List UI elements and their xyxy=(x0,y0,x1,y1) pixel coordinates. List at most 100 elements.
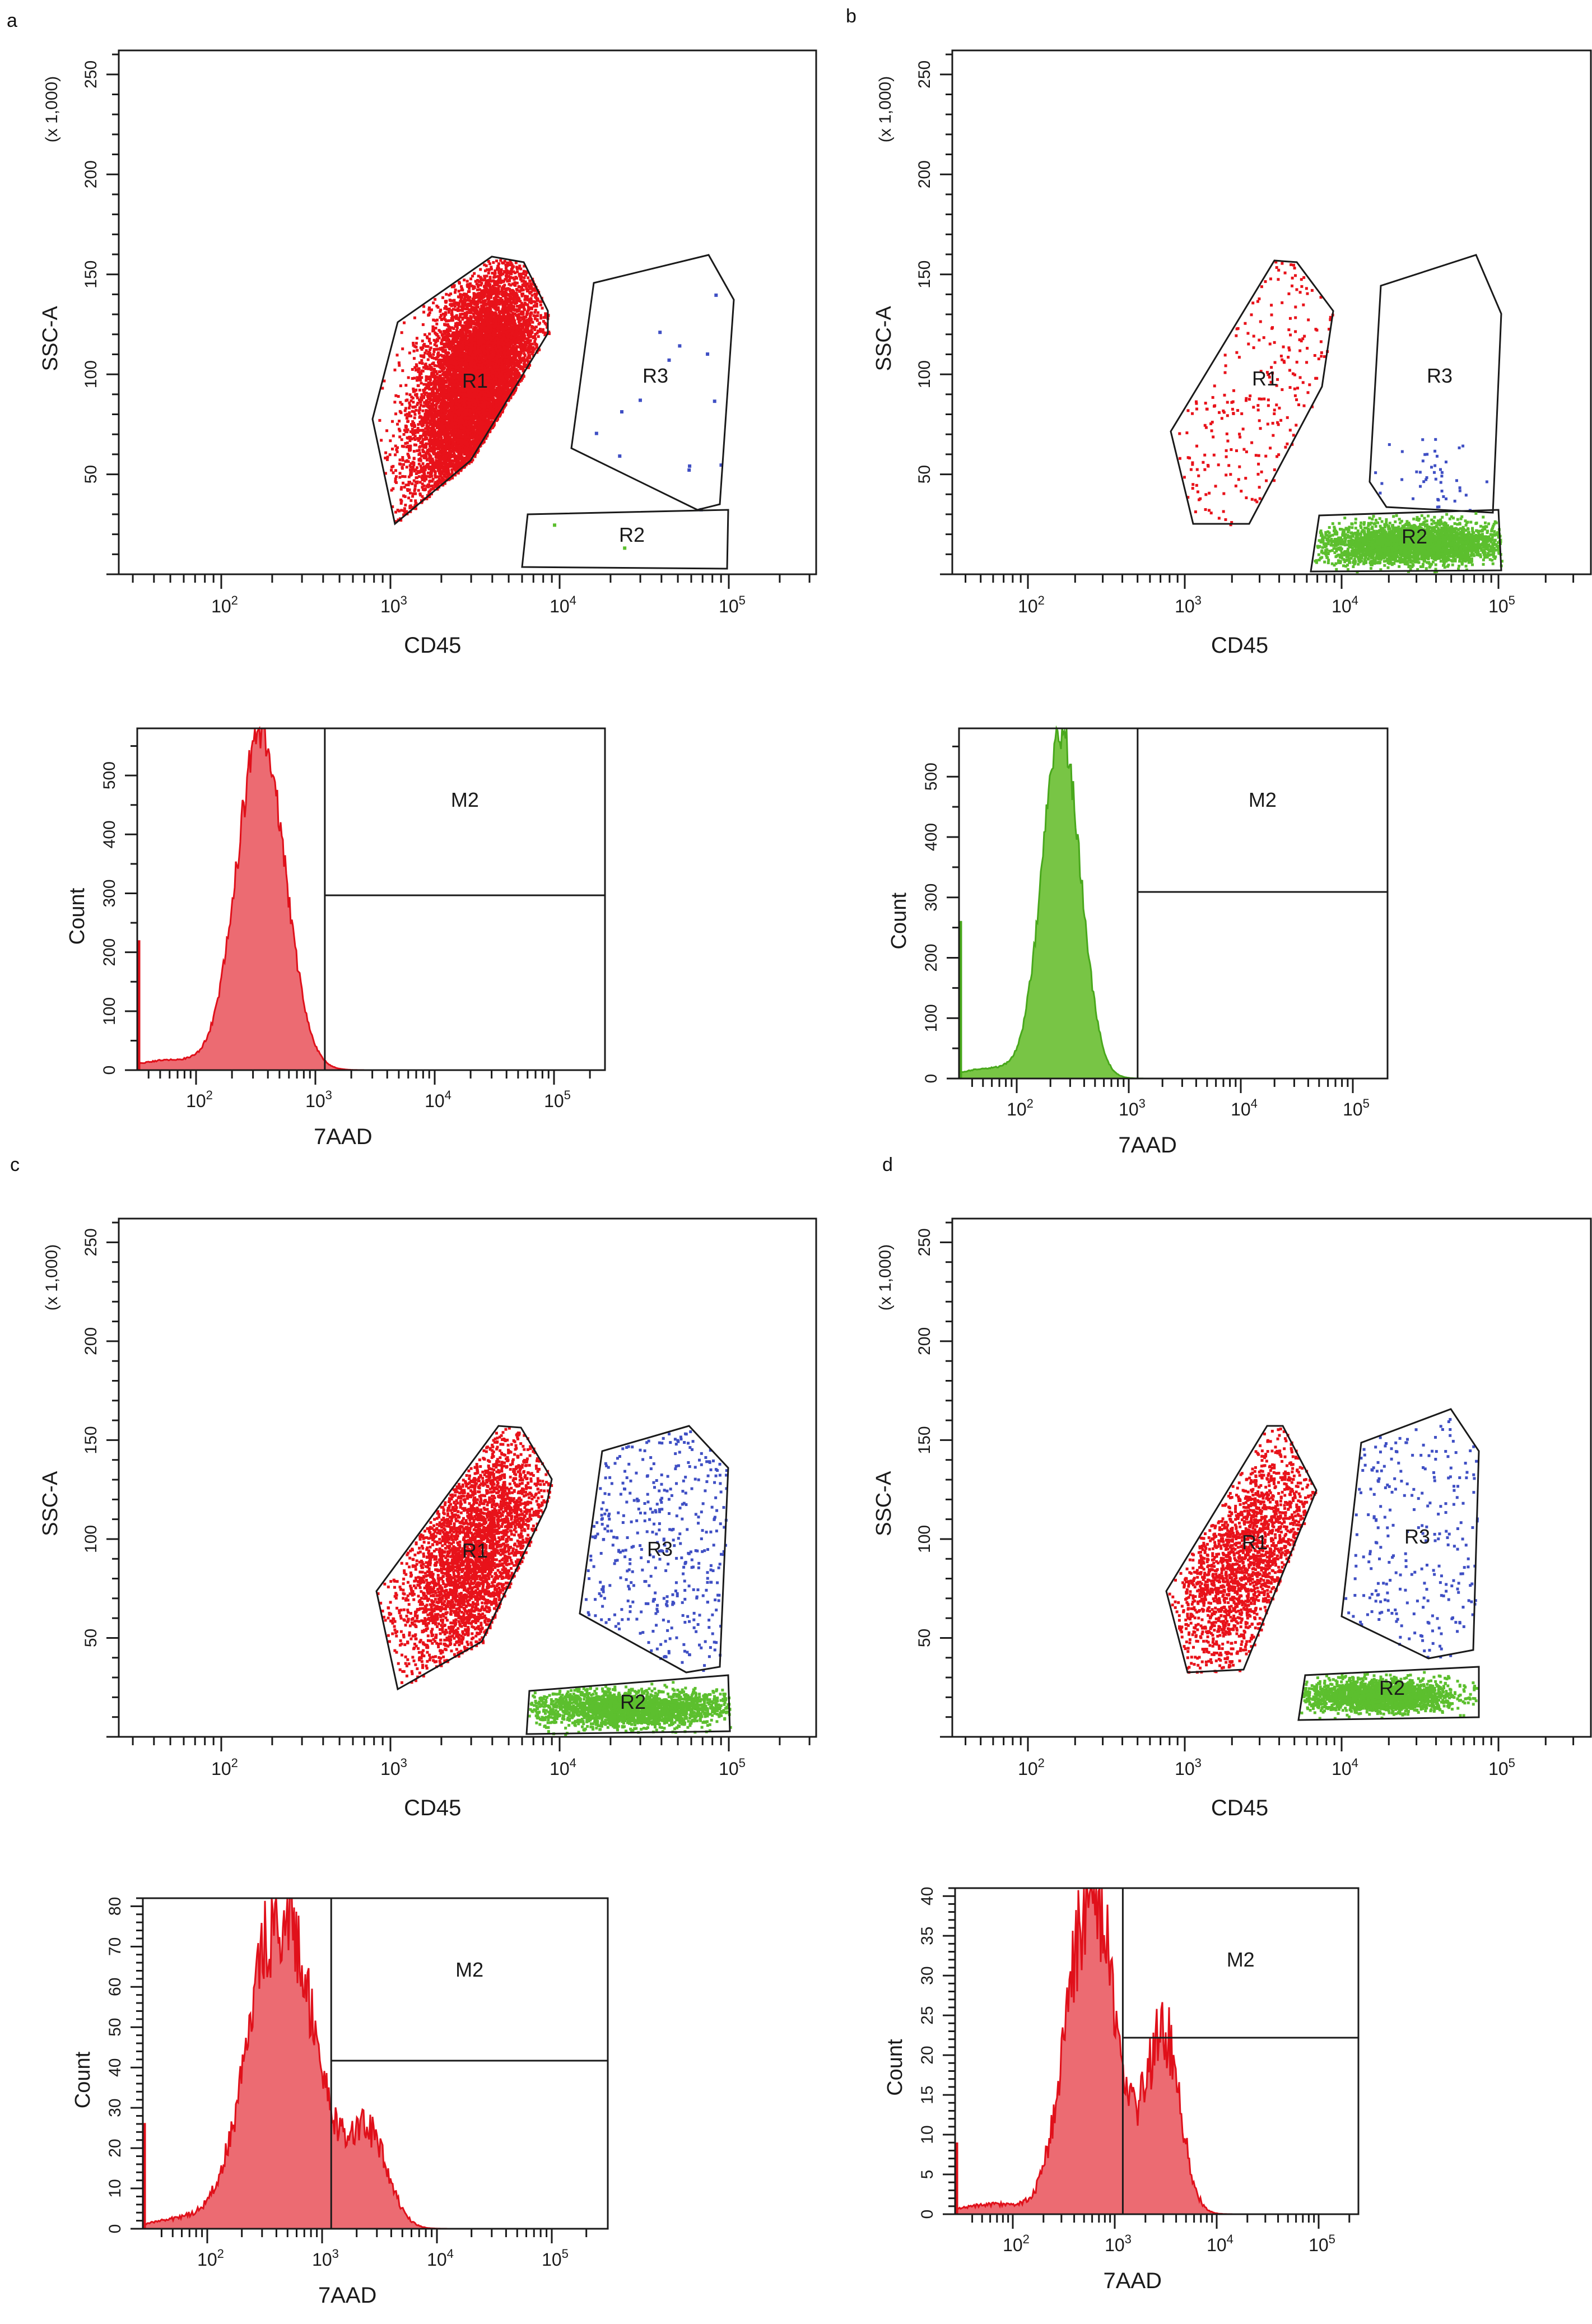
event-dot xyxy=(464,462,467,465)
event-dot xyxy=(412,449,416,453)
event-dot xyxy=(539,303,542,306)
event-dot xyxy=(497,331,501,334)
event-dot xyxy=(430,308,433,312)
event-dot xyxy=(399,401,402,404)
event-dot xyxy=(398,476,402,479)
event-dot xyxy=(519,267,523,271)
event-dot xyxy=(409,462,413,465)
event-dot xyxy=(435,372,439,375)
event-dot xyxy=(401,458,404,462)
event-dot xyxy=(460,287,464,290)
event-dot xyxy=(539,314,542,317)
event-dot xyxy=(396,422,399,426)
event-dot xyxy=(523,276,526,280)
event-dot xyxy=(385,458,389,461)
event-dot xyxy=(415,363,418,366)
panel-label-a: a xyxy=(7,10,17,32)
event-dot xyxy=(434,332,437,336)
event-dot xyxy=(409,499,413,502)
event-dot xyxy=(474,280,477,283)
event-dot xyxy=(404,407,408,410)
event-dot xyxy=(412,401,415,404)
event-dot xyxy=(441,296,445,299)
event-dot xyxy=(520,292,524,296)
event-dot xyxy=(486,306,489,310)
event-dot xyxy=(429,381,432,384)
event-dot xyxy=(523,354,527,357)
event-dot xyxy=(460,285,463,288)
event-dot xyxy=(455,340,458,343)
gate-r1: R1 xyxy=(371,255,551,526)
event-dot xyxy=(421,323,425,326)
event-dot xyxy=(420,419,423,422)
event-dot xyxy=(391,420,394,423)
event-dot xyxy=(398,435,402,439)
event-dot xyxy=(506,306,509,309)
event-dot xyxy=(463,307,467,310)
event-dot xyxy=(412,343,415,347)
event-dot xyxy=(487,271,490,275)
event-dot xyxy=(477,275,480,278)
y-tick-label: 100 xyxy=(82,360,100,388)
event-dot xyxy=(403,485,406,489)
event-dot xyxy=(536,311,539,314)
event-dot xyxy=(412,350,416,353)
event-dot xyxy=(443,379,446,383)
event-dot xyxy=(527,336,530,339)
event-dot xyxy=(481,299,485,303)
event-dot xyxy=(450,455,454,458)
event-dot xyxy=(474,331,477,334)
event-dot xyxy=(436,347,440,351)
event-dot xyxy=(417,489,420,492)
event-dot xyxy=(413,416,416,420)
event-dot xyxy=(402,481,405,485)
event-dot xyxy=(509,259,512,263)
event-dot xyxy=(412,357,416,360)
event-dot xyxy=(421,409,425,412)
event-dot xyxy=(454,289,457,292)
event-dot xyxy=(426,358,430,361)
event-dot xyxy=(405,425,408,428)
event-dot xyxy=(412,342,415,345)
event-dot xyxy=(416,449,419,453)
event-dot xyxy=(385,429,389,433)
event-dot xyxy=(489,296,492,299)
event-dot xyxy=(527,276,530,280)
event-dot xyxy=(421,478,424,481)
event-dot xyxy=(534,343,537,346)
event-dot xyxy=(418,388,421,392)
event-dot xyxy=(516,310,519,313)
event-dot xyxy=(450,349,454,352)
event-dot xyxy=(394,453,397,457)
event-dot xyxy=(411,482,414,485)
event-dot xyxy=(421,340,424,343)
event-dot xyxy=(534,314,537,318)
event-dot xyxy=(427,314,430,317)
event-dot xyxy=(390,447,394,450)
panel-label-c: c xyxy=(10,1154,20,1176)
plot-frame xyxy=(118,49,817,575)
event-dot xyxy=(544,312,547,315)
event-dot xyxy=(461,313,464,316)
event-dot xyxy=(513,271,516,275)
event-dot xyxy=(426,471,430,475)
event-dot xyxy=(538,322,541,325)
event-dot xyxy=(522,365,525,369)
event-dot xyxy=(401,403,404,406)
x-tick-label: 104 xyxy=(550,593,576,616)
event-dot xyxy=(529,306,533,309)
event-dot xyxy=(418,375,421,379)
event-dot xyxy=(406,452,409,455)
event-dot xyxy=(516,294,519,298)
event-dot xyxy=(491,289,494,292)
event-dot xyxy=(433,364,436,368)
event-dot xyxy=(542,328,545,331)
event-dot xyxy=(395,354,399,357)
event-dot xyxy=(448,308,451,311)
panel-label-b: b xyxy=(846,6,856,27)
event-dot xyxy=(404,413,407,417)
event-dot xyxy=(533,334,536,338)
event-dot xyxy=(450,314,454,318)
